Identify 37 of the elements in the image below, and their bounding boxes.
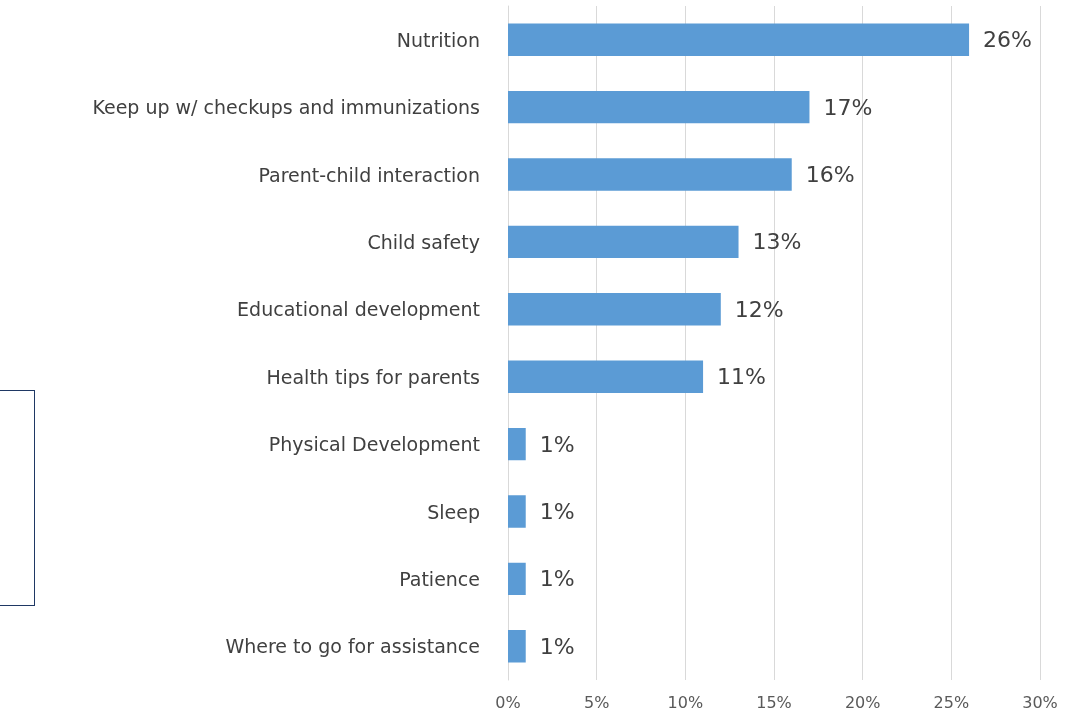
y-tick-label: Health tips for parents (266, 365, 480, 388)
x-tick-label: 15% (756, 692, 792, 712)
data-label: 13% (752, 229, 802, 255)
data-label: 26% (983, 27, 1032, 53)
x-tick-label: 5% (583, 692, 610, 712)
bar (508, 495, 526, 528)
y-tick-label: Educational development (237, 298, 480, 321)
x-tick-label: 20% (844, 692, 881, 712)
y-tick-label: Physical Development (268, 433, 480, 456)
bar (508, 158, 792, 191)
y-tick-label: Patience (399, 567, 480, 590)
y-tick-label: Child safety (367, 230, 480, 253)
bar (508, 630, 526, 663)
x-tick-label: 25% (933, 692, 970, 712)
data-label: 1% (539, 431, 575, 457)
y-tick-label: Sleep (427, 500, 480, 523)
y-tick-label: Where to go for assistance (225, 635, 480, 658)
data-label: 11% (717, 364, 766, 390)
bar (508, 562, 526, 596)
data-label: 1% (539, 566, 575, 592)
data-label: 1% (539, 633, 575, 659)
x-tick-label: 10% (667, 692, 704, 712)
data-label: 16% (805, 162, 855, 187)
bar (508, 427, 526, 461)
data-label: 17% (823, 94, 873, 120)
bar (508, 90, 810, 124)
bar (508, 23, 970, 56)
y-tick-label: Nutrition (396, 28, 480, 51)
bar (508, 225, 739, 259)
bar (508, 293, 721, 326)
data-label: 12% (734, 296, 784, 322)
x-tick-label: 30% (1022, 692, 1058, 712)
y-tick-label: Parent-child interaction (258, 163, 480, 186)
x-tick-label: 0% (495, 692, 521, 712)
data-label: 1% (539, 499, 575, 524)
bar (508, 360, 704, 393)
y-tick-label: Keep up w/ checkups and immunizations (92, 96, 480, 119)
